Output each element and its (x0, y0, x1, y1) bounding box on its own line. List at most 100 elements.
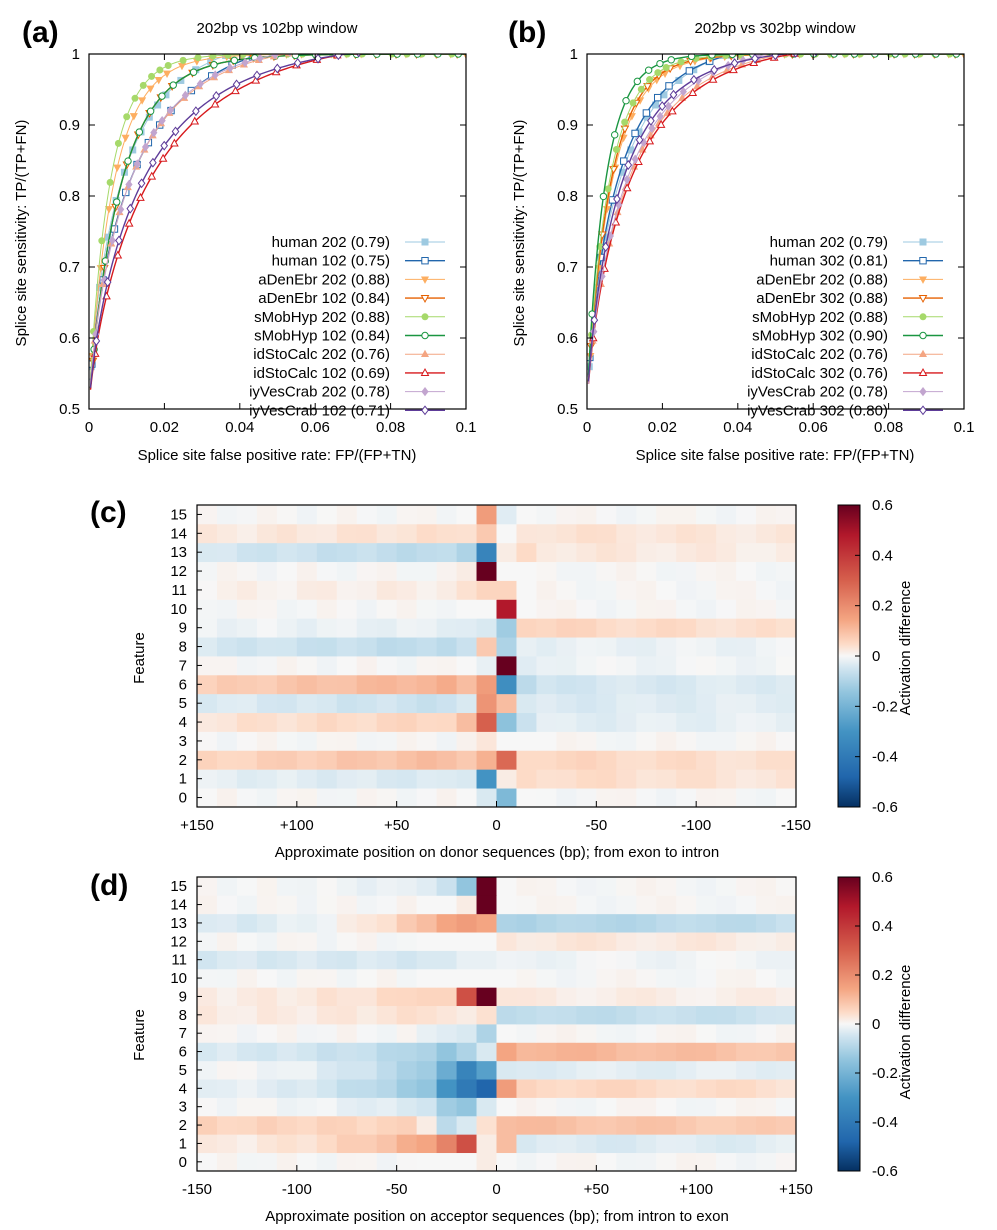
heatmap-cell (576, 693, 597, 714)
heatmap-cell (416, 656, 437, 676)
heatmap-cell (756, 750, 777, 770)
colorbar-tick-label: -0.4 (872, 749, 898, 766)
heatmap-cell (316, 618, 338, 638)
heatmap-cell (576, 637, 597, 657)
heatmap-cell (236, 1005, 258, 1025)
heatmap-cell (576, 674, 597, 695)
heatmap-cell (436, 877, 457, 896)
heatmap-cell (216, 895, 238, 915)
heatmap-cell (476, 523, 497, 544)
x-tick-label: 0.06 (301, 419, 330, 436)
heatmap-cell (476, 580, 497, 600)
series-8-point (376, 39, 382, 47)
heatmap-cell (456, 1005, 477, 1025)
heatmap-cell (596, 693, 617, 714)
series-0-point (461, 30, 467, 36)
heatmap-cell (516, 1134, 537, 1154)
series-5-point (599, 192, 608, 201)
heatmap-cell (456, 637, 477, 657)
panel-d-xlabel: Approximate position on acceptor sequenc… (265, 1208, 729, 1225)
heatmap-cell (616, 561, 637, 581)
heatmap-cell (636, 580, 657, 600)
heatmap-cell (516, 895, 537, 915)
heatmap-cell (596, 1060, 617, 1080)
series-8-point (664, 101, 673, 111)
heatmap-cell (376, 1134, 398, 1154)
heatmap-cell (456, 877, 477, 896)
heatmap-cell (716, 769, 737, 789)
series-9-point (856, 54, 857, 55)
heatmap-cell (256, 731, 278, 751)
heatmap-cell (536, 968, 557, 988)
heatmap-cell (736, 788, 757, 808)
heatmap-cell (736, 712, 757, 732)
heatmap-cell (456, 656, 477, 676)
heatmap-cell (396, 599, 418, 619)
heatmap-cell (216, 1115, 238, 1135)
heatmap-cell (696, 693, 717, 714)
x-tick-label: 0.08 (376, 419, 405, 436)
heatmap-cell (576, 599, 597, 619)
feature-tick-label: 8 (179, 1007, 187, 1024)
heatmap-cell (716, 950, 737, 970)
heatmap-cell (556, 542, 577, 563)
series-1-point (371, 31, 377, 37)
legend-marker-7 (420, 368, 430, 376)
heatmap-cell (696, 769, 717, 789)
series-4-point (612, 145, 620, 153)
heatmap-cell (656, 1115, 677, 1135)
heatmap-cell (496, 769, 517, 789)
series-6-point (858, 41, 865, 47)
heatmap-cell (216, 731, 238, 751)
heatmap-cell (416, 1115, 437, 1135)
heatmap-cell (596, 1134, 617, 1154)
heatmap-cell (536, 1060, 557, 1080)
heatmap-cell (236, 637, 258, 657)
heatmap-cell (756, 913, 777, 933)
heatmap-cell (476, 987, 497, 1007)
series-6-point (330, 44, 337, 50)
heatmap-cell (416, 599, 437, 619)
heatmap-cell (476, 1005, 497, 1025)
heatmap-cell (456, 1024, 477, 1043)
heatmap-cell (456, 950, 477, 970)
heatmap-cell (356, 656, 378, 676)
heatmap-cell (696, 932, 717, 951)
heatmap-cell (656, 523, 677, 544)
heatmap-cell (596, 674, 617, 695)
heatmap-cell (436, 1134, 457, 1154)
heatmap-cell (756, 561, 777, 581)
heatmap-cell (616, 877, 637, 896)
heatmap-cell (496, 731, 517, 751)
series-7-point (893, 40, 900, 46)
heatmap-cell (636, 1134, 657, 1154)
heatmap-cell (776, 1024, 797, 1043)
heatmap-cell (236, 561, 258, 581)
heatmap-cell (336, 523, 358, 544)
heatmap-cell (556, 1115, 577, 1135)
heatmap-cell (197, 561, 218, 581)
series-8-point (859, 40, 865, 48)
series-4-point (98, 237, 106, 245)
heatmap-cell (236, 1097, 258, 1117)
heatmap-cell (436, 1079, 457, 1098)
heatmap-cell (776, 1115, 797, 1135)
series-9-point (314, 54, 322, 64)
feature-tick-label: 13 (170, 544, 187, 561)
heatmap-cell (197, 523, 218, 544)
heatmap-cell (236, 1024, 258, 1043)
series-7-point (436, 38, 443, 44)
heatmap-cell (576, 987, 597, 1007)
heatmap-cell (536, 769, 557, 789)
series-7-point (158, 153, 168, 162)
heatmap-cell (276, 1060, 298, 1080)
heatmap-cell (316, 505, 338, 525)
heatmap-cell (356, 505, 378, 525)
heatmap-cell (556, 950, 577, 970)
heatmap-cell (316, 1042, 338, 1062)
series-8-point (391, 39, 397, 47)
heatmap-cell (256, 712, 278, 732)
heatmap-cell (396, 1152, 418, 1172)
heatmap-cell (636, 637, 657, 657)
x-tick-label: +100 (679, 1181, 713, 1198)
